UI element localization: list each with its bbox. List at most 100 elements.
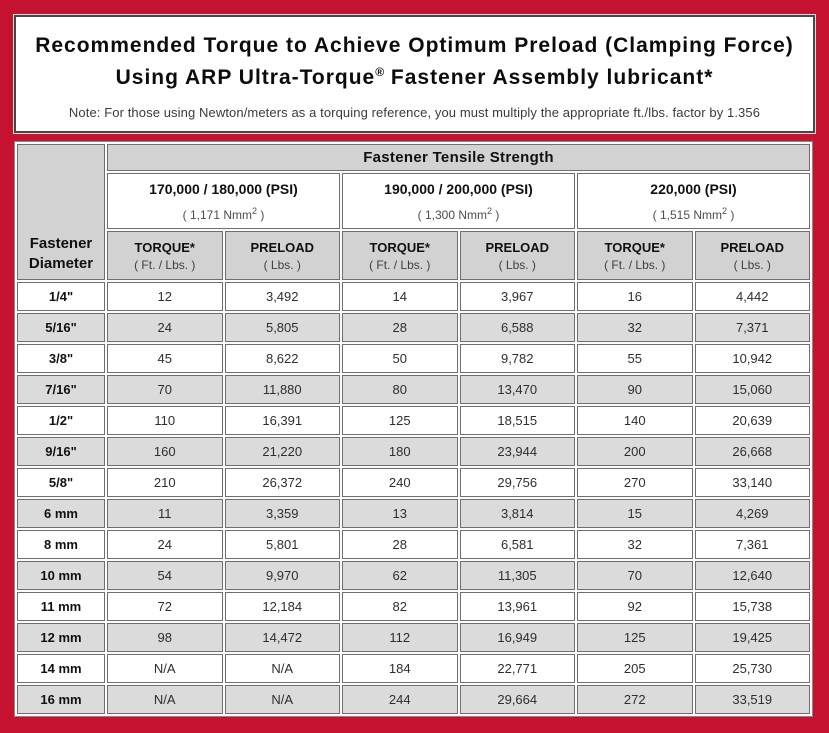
- value-cell: 200: [577, 437, 693, 466]
- value-cell: 54: [107, 561, 223, 590]
- value-cell: 9,782: [459, 344, 575, 373]
- value-cell: 11: [107, 499, 223, 528]
- table-row: 1/4" 12 3,492 14 3,967 16 4,442: [17, 282, 810, 311]
- value-cell: 3,359: [224, 499, 340, 528]
- value-cell: 12,640: [694, 561, 810, 590]
- diameter-cell: 1/4": [17, 282, 105, 311]
- newton-meters-note: Note: For those using Newton/meters as a…: [68, 104, 761, 120]
- table-row: 3/8" 45 8,622 50 9,782 55 10,942: [17, 344, 810, 373]
- value-cell: 15: [577, 499, 693, 528]
- tensile-strength-header: Fastener Tensile Strength: [107, 144, 810, 171]
- value-cell: 32: [577, 530, 693, 559]
- diameter-cell: 9/16": [17, 437, 105, 466]
- page-title-line2: Using ARP Ultra-Torque® Fastener Assembl…: [16, 65, 813, 91]
- value-cell: 24: [107, 530, 223, 559]
- psi-label: 170,000 / 180,000 (PSI): [149, 180, 298, 197]
- value-cell: 270: [577, 468, 693, 497]
- value-cell: 18,515: [459, 406, 575, 435]
- value-cell: 7,371: [694, 313, 810, 342]
- value-cell: 5,805: [224, 313, 340, 342]
- value-cell: N/A: [107, 654, 223, 683]
- value-cell: 125: [342, 406, 458, 435]
- diameter-cell: 5/8": [17, 468, 105, 497]
- value-cell: 3,814: [459, 499, 575, 528]
- value-cell: 25,730: [694, 654, 810, 683]
- value-cell: 72: [107, 592, 223, 621]
- value-cell: 26,668: [694, 437, 810, 466]
- psi-group-170-180: 170,000 / 180,000 (PSI) ( 1,171 Nmm2 ): [107, 173, 340, 229]
- psi-label: 190,000 / 200,000 (PSI): [384, 180, 533, 197]
- value-cell: 62: [342, 561, 458, 590]
- value-cell: 70: [107, 375, 223, 404]
- table-row: 5/16" 24 5,805 28 6,588 32 7,371: [17, 313, 810, 342]
- value-cell: 11,880: [224, 375, 340, 404]
- table-row: 5/8" 210 26,372 240 29,756 270 33,140: [17, 468, 810, 497]
- table-row: 12 mm 98 14,472 112 16,949 125 19,425: [17, 623, 810, 652]
- table-row: 8 mm 24 5,801 28 6,581 32 7,361: [17, 530, 810, 559]
- value-cell: 92: [577, 592, 693, 621]
- value-cell: 16,949: [459, 623, 575, 652]
- value-cell: 32: [577, 313, 693, 342]
- psi-group-190-200: 190,000 / 200,000 (PSI) ( 1,300 Nmm2 ): [342, 173, 575, 229]
- value-cell: 13,470: [459, 375, 575, 404]
- value-cell: 140: [577, 406, 693, 435]
- table-row: 1/2" 110 16,391 125 18,515 140 20,639: [17, 406, 810, 435]
- value-cell: 28: [342, 313, 458, 342]
- value-cell: 29,664: [459, 685, 575, 714]
- value-cell: 244: [342, 685, 458, 714]
- value-cell: 112: [342, 623, 458, 652]
- value-cell: 26,372: [224, 468, 340, 497]
- value-cell: 6,581: [459, 530, 575, 559]
- value-cell: 11,305: [459, 561, 575, 590]
- value-cell: 82: [342, 592, 458, 621]
- value-cell: 23,944: [459, 437, 575, 466]
- value-cell: 16,391: [224, 406, 340, 435]
- value-cell: N/A: [224, 654, 340, 683]
- torque-header-2: TORQUE* ( Ft. / Lbs. ): [342, 231, 458, 280]
- table-row: 16 mm N/A N/A 244 29,664 272 33,519: [17, 685, 810, 714]
- value-cell: 15,060: [694, 375, 810, 404]
- value-cell: 272: [577, 685, 693, 714]
- value-cell: 10,942: [694, 344, 810, 373]
- table-row: 14 mm N/A N/A 184 22,771 205 25,730: [17, 654, 810, 683]
- table-row: 11 mm 72 12,184 82 13,961 92 15,738: [17, 592, 810, 621]
- title-line2-suffix: Fastener Assembly lubricant*: [384, 66, 714, 90]
- value-cell: 16: [577, 282, 693, 311]
- value-cell: 33,140: [694, 468, 810, 497]
- tensile-header-row: Fastener Diameter Fastener Tensile Stren…: [17, 144, 810, 280]
- value-cell: 184: [342, 654, 458, 683]
- title-box: Recommended Torque to Achieve Optimum Pr…: [14, 15, 815, 133]
- value-cell: 210: [107, 468, 223, 497]
- diameter-cell: 3/8": [17, 344, 105, 373]
- value-cell: 125: [577, 623, 693, 652]
- diameter-cell: 5/16": [17, 313, 105, 342]
- diameter-cell: 1/2": [17, 406, 105, 435]
- preload-header-3: PRELOAD ( Lbs. ): [694, 231, 810, 280]
- psi-label: 220,000 (PSI): [650, 180, 737, 197]
- value-cell: 3,967: [459, 282, 575, 311]
- torque-table: Fastener Diameter Fastener Tensile Stren…: [14, 141, 813, 717]
- value-cell: 5,801: [224, 530, 340, 559]
- table-row: 6 mm 11 3,359 13 3,814 15 4,269: [17, 499, 810, 528]
- page-title-line1: Recommended Torque to Achieve Optimum Pr…: [35, 34, 794, 57]
- value-cell: 3,492: [224, 282, 340, 311]
- value-cell: 20,639: [694, 406, 810, 435]
- table-row: 9/16" 160 21,220 180 23,944 200 26,668: [17, 437, 810, 466]
- diameter-cell: 12 mm: [17, 623, 105, 652]
- preload-header-1: PRELOAD ( Lbs. ): [224, 231, 340, 280]
- value-cell: 98: [107, 623, 223, 652]
- value-cell: 12,184: [224, 592, 340, 621]
- diameter-cell: 16 mm: [17, 685, 105, 714]
- torque-header-1: TORQUE* ( Ft. / Lbs. ): [107, 231, 223, 280]
- value-cell: 15,738: [694, 592, 810, 621]
- value-cell: 240: [342, 468, 458, 497]
- value-cell: 19,425: [694, 623, 810, 652]
- value-cell: 205: [577, 654, 693, 683]
- nmm-label: ( 1,515 Nmm2 ): [652, 205, 735, 222]
- value-cell: 14: [342, 282, 458, 311]
- nmm-label: ( 1,171 Nmm2 ): [182, 205, 265, 222]
- torque-preload-header-row: TORQUE* ( Ft. / Lbs. ) PRELOAD ( Lbs. ) …: [17, 231, 810, 280]
- title-line2-prefix: Using ARP Ultra-Torque: [115, 66, 376, 90]
- diameter-header-line2: Diameter: [28, 254, 94, 272]
